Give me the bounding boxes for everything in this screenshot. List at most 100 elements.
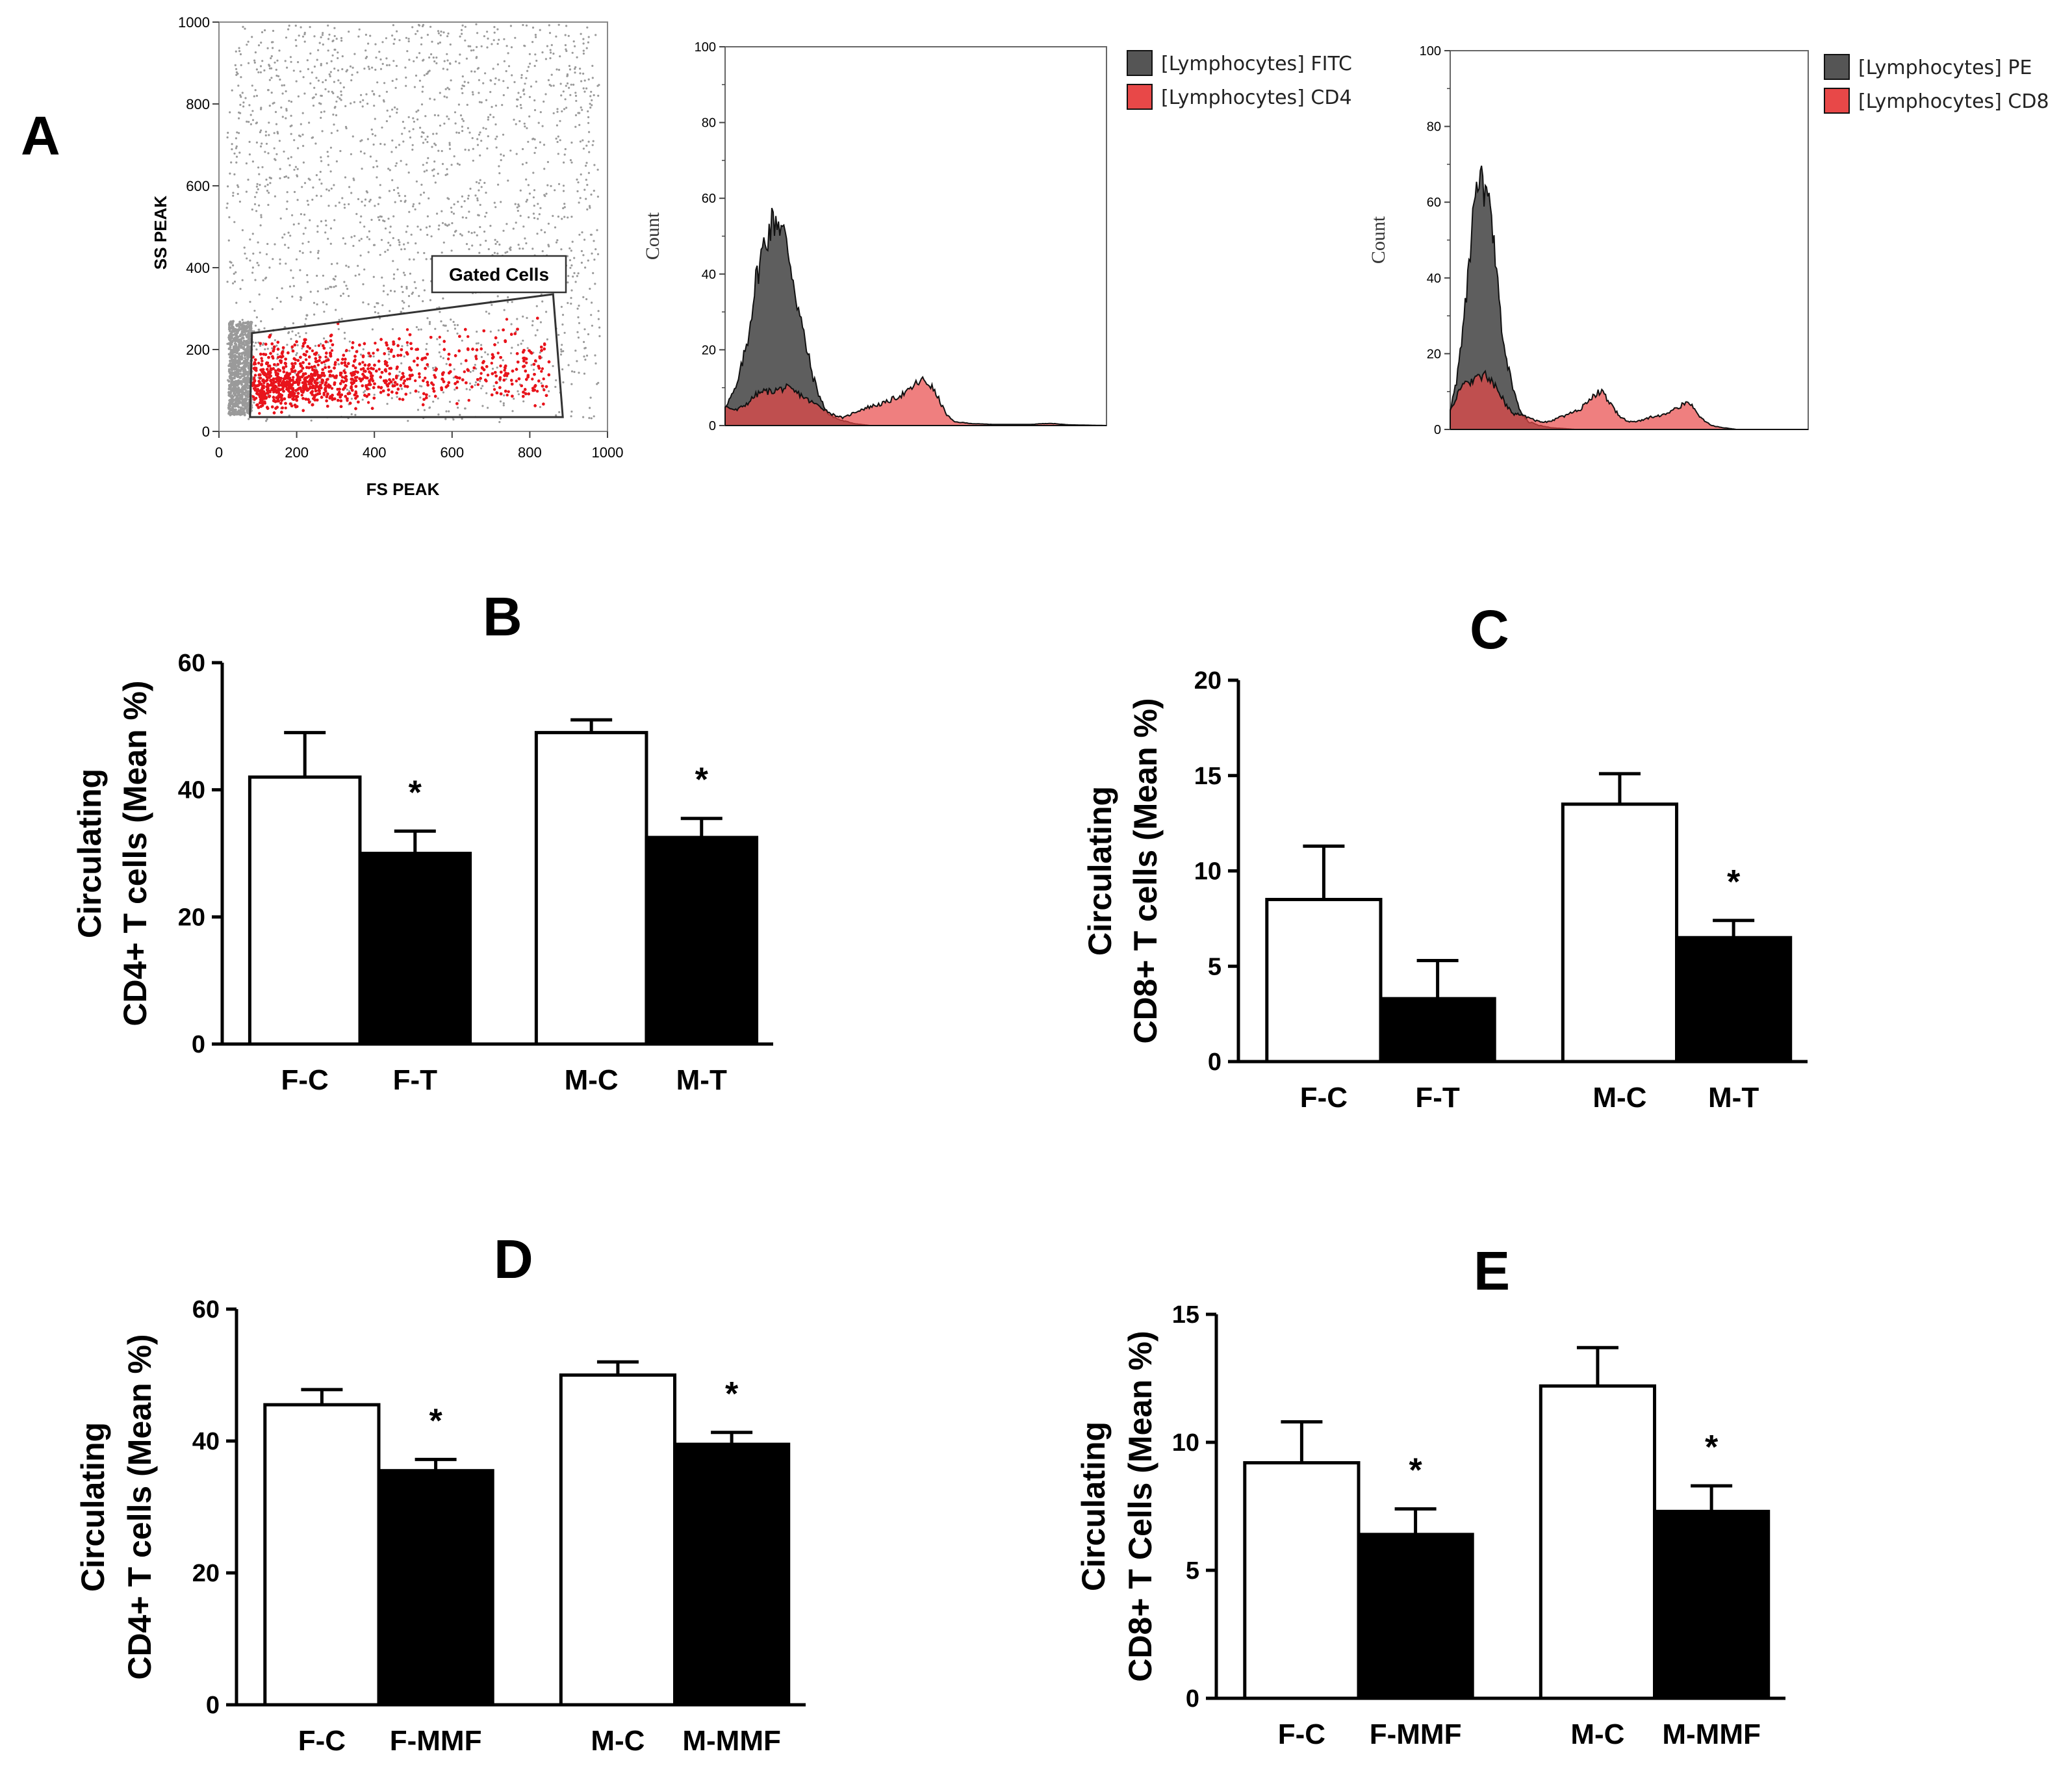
scatter-point <box>459 53 461 56</box>
scatter-point <box>533 99 536 102</box>
scatter-point <box>251 233 254 235</box>
scatter-point <box>459 35 461 38</box>
scatter-point <box>329 146 332 149</box>
scatter-point <box>337 96 339 98</box>
scatter-point <box>322 43 324 46</box>
scatter-point <box>525 200 528 203</box>
scatter-point <box>582 147 585 150</box>
scatter-point <box>541 367 544 370</box>
scatter-point <box>557 215 560 218</box>
scatter-point <box>374 118 376 120</box>
scatter-point <box>597 94 600 97</box>
scatter-point <box>254 51 257 54</box>
scatter-point <box>359 101 362 103</box>
scatter-point <box>448 118 450 120</box>
scatter-point <box>427 70 429 73</box>
scatter-point <box>274 195 276 198</box>
scatter-point <box>532 368 535 371</box>
scatter-point <box>279 258 281 261</box>
scatter-point <box>324 288 327 290</box>
scatter-point <box>357 264 359 267</box>
scatter-point <box>230 261 233 264</box>
scatter-point <box>420 328 422 331</box>
scatter-point <box>392 260 394 262</box>
scatter-point <box>288 24 290 27</box>
scatter-point <box>396 396 398 398</box>
scatter-point <box>260 214 262 216</box>
scatter-point <box>589 103 591 105</box>
scatter-point <box>301 112 304 114</box>
scatter-point <box>387 382 391 385</box>
scatter-point <box>505 374 509 377</box>
scatter-point <box>513 81 516 83</box>
scatter-point <box>392 60 395 62</box>
scatter-point <box>433 98 436 101</box>
scatter-point <box>359 254 362 257</box>
scatter-point <box>533 151 536 154</box>
scatter-point <box>583 188 586 191</box>
scatter-point <box>453 368 455 371</box>
scatter-point <box>248 153 251 156</box>
scatter-point <box>335 160 339 162</box>
scatter-point <box>577 112 580 114</box>
scatter-point <box>468 248 470 251</box>
scatter-point <box>494 83 496 85</box>
scatter-point <box>253 95 255 97</box>
scatter-point <box>454 60 457 63</box>
scatter-point <box>564 34 567 36</box>
scatter-point <box>546 45 549 47</box>
scatter-point <box>368 230 371 233</box>
scatter-point <box>289 235 292 237</box>
scatter-point <box>502 404 505 407</box>
scatter-point <box>401 300 404 302</box>
scatter-point <box>259 224 262 227</box>
scatter-point <box>505 378 507 381</box>
scatter-point <box>300 26 302 29</box>
scatter-point <box>264 348 266 351</box>
scatter-point <box>264 151 266 153</box>
scatter-point <box>438 351 441 354</box>
scatter-point <box>531 41 534 44</box>
scatter-point <box>569 259 572 262</box>
scatter-point <box>578 322 581 324</box>
scatter-point <box>440 320 442 323</box>
scatter-point <box>503 394 505 397</box>
scatter-frame <box>218 21 608 432</box>
scatter-point <box>294 372 296 374</box>
scatter-point <box>445 363 448 365</box>
scatter-point <box>579 197 582 199</box>
scatter-point <box>580 80 583 83</box>
scatter-point <box>397 192 400 194</box>
scatter-point <box>256 183 259 185</box>
scatter-point <box>351 73 353 76</box>
scatter-point <box>287 231 290 234</box>
scatter-point <box>255 348 258 351</box>
scatter-point <box>283 84 286 86</box>
scatter-point <box>332 113 335 116</box>
scatter-point <box>565 48 567 51</box>
scatter-point <box>408 130 411 133</box>
scatter-point <box>582 52 585 55</box>
scatter-point <box>573 257 576 259</box>
scatter-point <box>306 59 309 62</box>
scatter-point <box>492 385 495 387</box>
scatter-point <box>503 38 505 40</box>
scatter-point <box>374 342 377 345</box>
scatter-point <box>489 114 492 116</box>
scatter-point <box>257 241 259 244</box>
scatter-point <box>288 285 292 288</box>
scatter-point <box>476 45 478 48</box>
scatter-point <box>422 58 425 61</box>
scatter-point <box>306 274 309 277</box>
scatter-point <box>448 410 450 413</box>
scatter-point <box>398 194 401 197</box>
scatter-point <box>452 376 455 379</box>
scatter-point <box>415 110 418 113</box>
scatter-point <box>512 227 515 230</box>
scatter-point <box>291 295 294 298</box>
scatter-point <box>260 216 262 218</box>
scatter-point <box>296 175 299 177</box>
scatter-point <box>457 103 461 106</box>
scatter-point <box>383 143 386 146</box>
scatter-point <box>574 71 576 74</box>
